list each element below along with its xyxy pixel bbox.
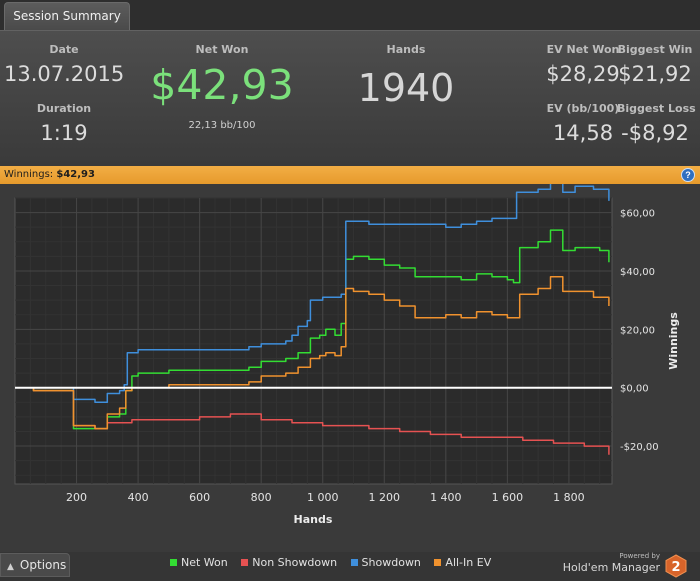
powered-by-brand: Powered by Hold'em Manager bbox=[563, 552, 660, 575]
brand-name: Hold'em Manager bbox=[562, 561, 660, 574]
x-tick-label: 1 200 bbox=[369, 491, 401, 504]
duration-label: Duration bbox=[36, 102, 92, 115]
biggest-win-label: Biggest Win bbox=[617, 43, 693, 56]
x-tick-label: 400 bbox=[128, 491, 149, 504]
winnings-banner-label: Winnings: bbox=[4, 169, 54, 180]
y-tick-label: -$20,00 bbox=[620, 442, 659, 453]
x-tick-label: 600 bbox=[189, 491, 210, 504]
legend-all-in-ev[interactable]: All-In EV bbox=[434, 556, 491, 569]
hands-value: 1940 bbox=[357, 66, 455, 110]
net-won-bb100: 22,13 bb/100 bbox=[188, 120, 256, 131]
legend-showdown[interactable]: Showdown bbox=[350, 556, 421, 569]
tab-bar: Session Summary bbox=[0, 0, 700, 30]
winnings-chart: 200 400 600 800 1 000 1 200 1 400 1 600 1 800 $6… bbox=[14, 176, 680, 526]
legend-label-all-in-ev: All-In EV bbox=[445, 556, 492, 569]
y-axis-label: Winnings bbox=[667, 312, 680, 370]
summary-panel: Date 13.07.2015 Duration 1:19 Net Won $4… bbox=[0, 30, 700, 166]
hem2-logo-icon: 2 bbox=[665, 554, 687, 578]
series-line-all-in-ev bbox=[15, 276, 610, 430]
winnings-banner-value: $42,93 bbox=[56, 169, 95, 180]
tab-session-summary[interactable]: Session Summary bbox=[4, 2, 130, 30]
hem2-logo-digit: 2 bbox=[671, 560, 680, 575]
legend-swatch-net-won bbox=[170, 559, 177, 566]
duration-value: 1:19 bbox=[40, 121, 88, 145]
winnings-chart-area: 200 400 600 800 1 000 1 200 1 400 1 600 1 800 $6… bbox=[0, 176, 700, 554]
legend-swatch-non-showdown bbox=[241, 559, 249, 566]
legend-label-net-won: Net Won bbox=[181, 556, 228, 569]
plot-background bbox=[14, 197, 613, 485]
y-tick-labels: $60,00 $40,00 $20,00 $0,00 -$20,00 bbox=[620, 209, 659, 453]
y-tick-label: $40,00 bbox=[620, 267, 655, 278]
x-tick-label: 800 bbox=[251, 491, 272, 504]
ev-bb100-label: EV (bb/100) bbox=[546, 102, 620, 115]
options-label: Options bbox=[19, 558, 67, 572]
powered-by-label: Powered by bbox=[619, 552, 660, 560]
y-tick-label: $20,00 bbox=[620, 325, 655, 336]
ev-net-won-label: EV Net Won bbox=[546, 43, 620, 56]
y-tick-label: $60,00 bbox=[620, 209, 655, 220]
legend-non-showdown[interactable]: Non Showdown bbox=[241, 556, 337, 569]
date-label: Date bbox=[49, 43, 79, 56]
date-value: 13.07.2015 bbox=[4, 62, 125, 86]
ev-bb100-value: 14,58 bbox=[552, 121, 614, 145]
chart-legend: Net Won Non Showdown Showdown All-In EV bbox=[170, 556, 501, 569]
x-tick-label: 1 400 bbox=[430, 491, 462, 504]
x-tick-labels: 200 400 600 800 1 000 1 200 1 400 1 600 1 800 bbox=[66, 491, 585, 504]
biggest-loss-value: -$8,92 bbox=[621, 121, 689, 145]
legend-swatch-all-in-ev bbox=[434, 559, 442, 566]
winnings-banner: Winnings: $42,93 ? bbox=[0, 166, 700, 184]
series-layer bbox=[15, 176, 610, 455]
net-won-label: Net Won bbox=[195, 43, 249, 56]
ev-net-won-value: $28,29 bbox=[546, 62, 620, 86]
x-tick-label: 1 000 bbox=[307, 491, 339, 504]
net-won-value: $42,93 bbox=[150, 61, 294, 109]
chevron-up-icon: ▲ bbox=[7, 562, 14, 572]
x-tick-label: 200 bbox=[66, 491, 87, 504]
legend-net-won[interactable]: Net Won bbox=[170, 556, 228, 569]
hands-label: Hands bbox=[386, 43, 426, 56]
options-button[interactable]: ▲ Options bbox=[0, 553, 70, 577]
legend-label-non-showdown: Non Showdown bbox=[252, 556, 338, 569]
legend-label-showdown: Showdown bbox=[361, 556, 421, 569]
help-icon[interactable]: ? bbox=[681, 168, 695, 182]
biggest-win-value: $21,92 bbox=[618, 62, 692, 86]
bottom-bar: ▲ Options Net Won Non Showdown Showdown A… bbox=[0, 552, 700, 581]
biggest-loss-label: Biggest Loss bbox=[617, 102, 696, 115]
y-tick-label: $0,00 bbox=[620, 384, 649, 395]
x-tick-label: 1 800 bbox=[553, 491, 585, 504]
x-axis-label: Hands bbox=[294, 513, 333, 526]
x-tick-label: 1 600 bbox=[492, 491, 524, 504]
legend-swatch-showdown bbox=[350, 559, 358, 566]
